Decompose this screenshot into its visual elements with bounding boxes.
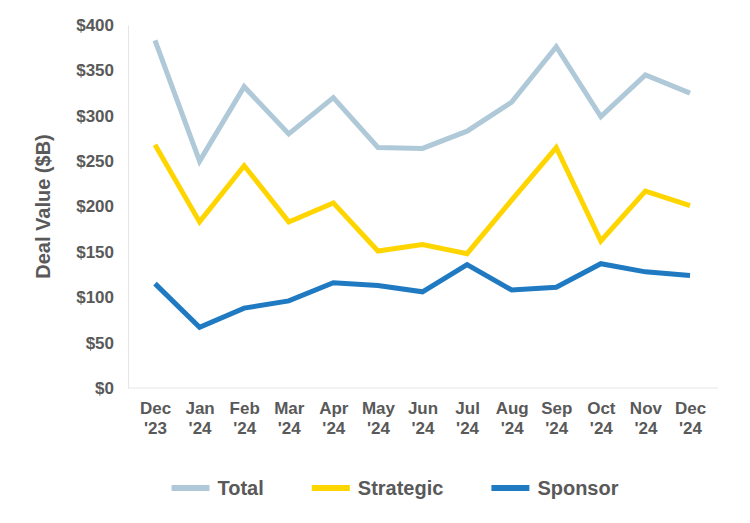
y-tick-label: $200: [76, 197, 114, 216]
x-tick: May'24: [362, 388, 396, 438]
x-tick-label: May'24: [362, 399, 396, 438]
x-tick-label: Dec'24: [675, 399, 706, 438]
y-tick-label: $100: [76, 288, 114, 307]
legend-swatch: [171, 485, 209, 491]
legend: Total Strategic Sponsor: [171, 477, 618, 499]
legend-swatch: [491, 485, 529, 491]
x-tick-label: Jul'24: [455, 399, 480, 438]
x-tick: Aug'24: [496, 388, 529, 438]
legend-item: Total: [171, 477, 263, 499]
x-tick: Apr'24: [319, 388, 349, 438]
legend-item: Sponsor: [491, 477, 618, 499]
x-tick-label: Nov'24: [630, 399, 663, 438]
x-tick-label: Apr'24: [319, 399, 349, 438]
y-tick-label: $150: [76, 243, 114, 262]
series-line: [155, 40, 690, 161]
x-tick-label: Jun'24: [408, 399, 438, 438]
y-tick: $100: [76, 288, 128, 307]
y-tick-label: $250: [76, 152, 114, 171]
x-tick: Nov'24: [630, 388, 663, 438]
x-axis: Dec'23 Jan'24 Feb'24 Mar'24 Apr'24 May'24 Jun'…: [128, 388, 718, 438]
y-axis-line: [128, 26, 129, 389]
x-tick: Oct'24: [587, 388, 616, 438]
lines: [155, 40, 690, 327]
x-tick: Dec'23: [140, 388, 171, 438]
x-tick-label: Dec'23: [140, 399, 171, 438]
x-tick-label: Oct'24: [587, 399, 616, 438]
y-tick: $350: [76, 61, 128, 80]
y-tick: $0: [95, 379, 128, 398]
y-tick-label: $300: [76, 107, 114, 126]
y-tick: $200: [76, 197, 128, 216]
y-tick-label: $350: [76, 61, 114, 80]
x-tick-label: Mar'24: [274, 399, 305, 438]
x-tick-label: Feb'24: [230, 399, 260, 438]
y-axis: $0 $50 $100 $150 $200 $250 $300 $350 $400: [76, 16, 128, 398]
y-tick: $400: [76, 16, 128, 35]
x-tick: Mar'24: [274, 388, 305, 438]
series-line: [155, 145, 690, 254]
x-tick: Dec'24: [675, 388, 706, 438]
x-tick-label: Aug'24: [496, 399, 529, 438]
series-line: [155, 264, 690, 328]
chart: $0 $50 $100 $150 $200 $250 $300 $350 $400 Dec'23 J…: [0, 0, 750, 523]
legend-label: Sponsor: [537, 477, 618, 499]
legend-item: Strategic: [312, 477, 444, 499]
x-tick-label: Jan'24: [185, 399, 214, 438]
y-axis-title: Deal Value ($B): [32, 134, 54, 279]
x-tick: Jan'24: [185, 388, 214, 438]
x-tick: Sep'24: [541, 388, 572, 438]
y-tick-label: $0: [95, 379, 114, 398]
legend-label: Total: [217, 477, 263, 499]
x-tick: Feb'24: [230, 388, 260, 438]
y-tick: $150: [76, 243, 128, 262]
legend-label: Strategic: [358, 477, 444, 499]
x-axis-line: [128, 388, 718, 389]
y-tick-label: $400: [76, 16, 114, 35]
x-tick-label: Sep'24: [541, 399, 572, 438]
y-tick: $50: [86, 334, 128, 353]
legend-swatch: [312, 485, 350, 491]
y-tick-label: $50: [86, 334, 114, 353]
y-tick: $250: [76, 152, 128, 171]
y-tick: $300: [76, 107, 128, 126]
x-tick: Jul'24: [455, 388, 480, 438]
x-tick: Jun'24: [408, 388, 438, 438]
